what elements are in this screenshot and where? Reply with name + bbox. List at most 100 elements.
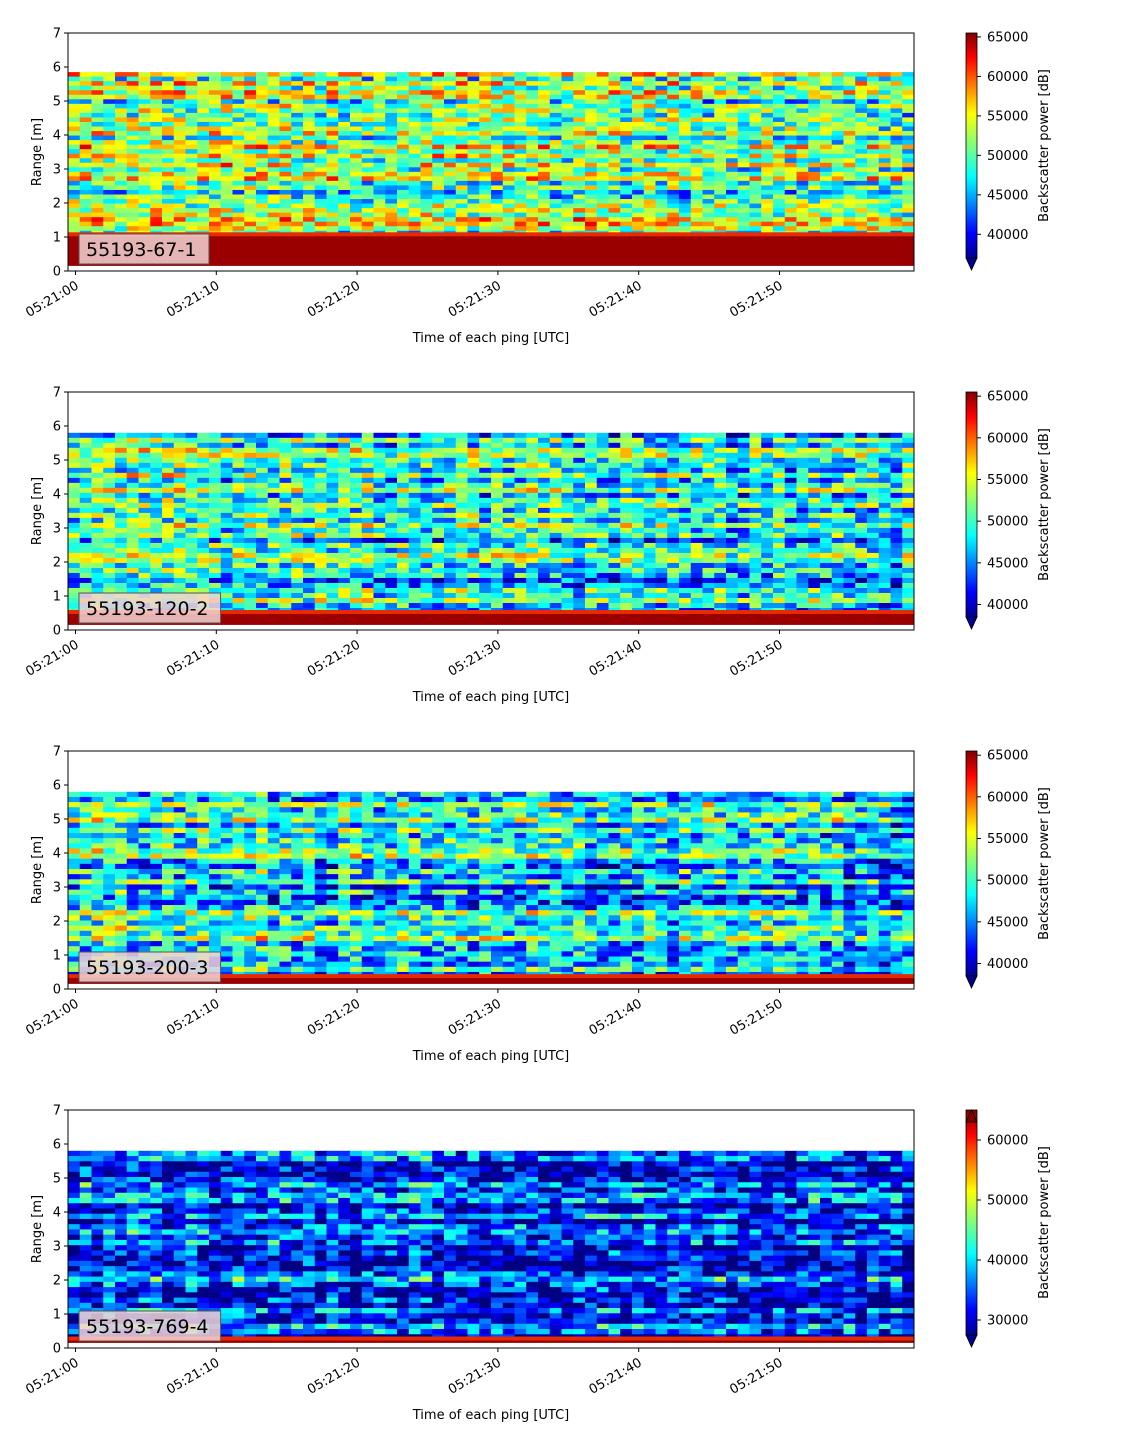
- heatmap-cell: [150, 90, 163, 96]
- heatmap-cell: [150, 477, 163, 484]
- heatmap-cell: [820, 517, 833, 524]
- heatmap-cell: [608, 81, 621, 87]
- heatmap-cell: [655, 94, 668, 100]
- heatmap-cell: [420, 158, 433, 164]
- heatmap-cell: [573, 462, 586, 469]
- heatmap-cell: [420, 602, 433, 609]
- heatmap-cell: [185, 203, 198, 209]
- heatmap-cell: [491, 587, 504, 594]
- heatmap-cell: [267, 597, 281, 604]
- heatmap-cell: [632, 592, 645, 599]
- heatmap-cell: [479, 94, 492, 100]
- heatmap-cell: [491, 108, 504, 114]
- heatmap-cell: [91, 467, 104, 474]
- heatmap-cell: [702, 442, 715, 449]
- heatmap-cell: [326, 126, 339, 132]
- heatmap-cell: [408, 180, 422, 187]
- heatmap-cell: [68, 85, 81, 91]
- heatmap-cell: [126, 85, 140, 91]
- heatmap-cell: [820, 199, 833, 205]
- heatmap-cell: [608, 527, 621, 534]
- heatmap-cell: [279, 467, 292, 474]
- heatmap-cell: [855, 153, 868, 159]
- heatmap-cell: [338, 462, 351, 469]
- heatmap-cell: [455, 537, 469, 544]
- heatmap-cell: [79, 90, 93, 96]
- heatmap-cell: [79, 99, 93, 105]
- heatmap-cell: [397, 94, 410, 100]
- heatmap-cell: [737, 72, 751, 78]
- heatmap-cell: [68, 557, 81, 564]
- heatmap-cell: [585, 203, 598, 209]
- heatmap-cell: [303, 487, 316, 494]
- heatmap-cell: [726, 199, 739, 205]
- heatmap-cell: [361, 437, 375, 444]
- heatmap-cell: [820, 542, 833, 549]
- heatmap-cell: [467, 81, 480, 87]
- heatmap-cell: [150, 140, 163, 146]
- heatmap-cell: [209, 189, 222, 196]
- heatmap-cell: [773, 194, 786, 200]
- heatmap-cell: [420, 185, 433, 191]
- heatmap-cell: [632, 90, 645, 96]
- heatmap-cell: [526, 452, 539, 459]
- heatmap-cell: [702, 512, 715, 519]
- heatmap-cell: [479, 226, 492, 232]
- heatmap-cell: [608, 492, 621, 499]
- heatmap-cell: [573, 557, 586, 564]
- heatmap-cell: [655, 140, 668, 146]
- heatmap-cell: [256, 140, 269, 146]
- heatmap-cell: [397, 99, 410, 105]
- heatmap-cell: [784, 76, 798, 82]
- heatmap-cell: [690, 217, 704, 223]
- heatmap-cell: [397, 199, 410, 205]
- heatmap-cell: [573, 199, 586, 205]
- heatmap-cell: [350, 477, 363, 484]
- heatmap-cell: [749, 126, 762, 132]
- heatmap-cell: [291, 592, 304, 599]
- heatmap-cell: [526, 552, 539, 559]
- heatmap-cell: [103, 492, 116, 499]
- heatmap-cell: [385, 497, 398, 504]
- heatmap-cell: [714, 587, 727, 594]
- heatmap-cell: [479, 447, 492, 454]
- heatmap-cell: [596, 158, 610, 164]
- heatmap-cell: [232, 131, 245, 137]
- heatmap-cell: [737, 167, 751, 173]
- heatmap-cell: [232, 217, 245, 223]
- heatmap-cell: [103, 542, 116, 549]
- heatmap-cell: [314, 131, 328, 137]
- heatmap-cell: [514, 437, 527, 444]
- heatmap-cell: [279, 194, 292, 200]
- heatmap-cell: [244, 522, 257, 529]
- heatmap-cell: [643, 442, 657, 449]
- heatmap-cell: [773, 208, 786, 214]
- heatmap-cell: [408, 212, 422, 218]
- heatmap-cell: [585, 85, 598, 91]
- heatmap-cell: [291, 176, 304, 182]
- heatmap-cell: [91, 203, 104, 209]
- heatmap-cell: [150, 542, 163, 549]
- heatmap-cell: [726, 552, 739, 559]
- heatmap-cell: [643, 153, 657, 159]
- heatmap-cell: [68, 522, 81, 529]
- heatmap-cell: [408, 517, 422, 524]
- heatmap-cell: [890, 171, 903, 177]
- heatmap-cell: [643, 492, 657, 499]
- heatmap-cell: [773, 552, 786, 559]
- heatmap-cell: [808, 103, 821, 109]
- heatmap-cell: [162, 487, 175, 494]
- heatmap-cell: [643, 502, 657, 509]
- heatmap-cell: [679, 567, 692, 574]
- heatmap-cell: [291, 189, 304, 196]
- heatmap-cell: [773, 462, 786, 469]
- heatmap-cell: [326, 477, 339, 484]
- heatmap-cell: [185, 212, 198, 218]
- heatmap-cell: [620, 442, 633, 449]
- heatmap-cell: [173, 482, 187, 489]
- heatmap-cell: [408, 217, 422, 223]
- heatmap-cell: [314, 577, 328, 584]
- heatmap-cell: [373, 472, 386, 479]
- heatmap-cell: [373, 81, 386, 87]
- heatmap-cell: [667, 72, 680, 78]
